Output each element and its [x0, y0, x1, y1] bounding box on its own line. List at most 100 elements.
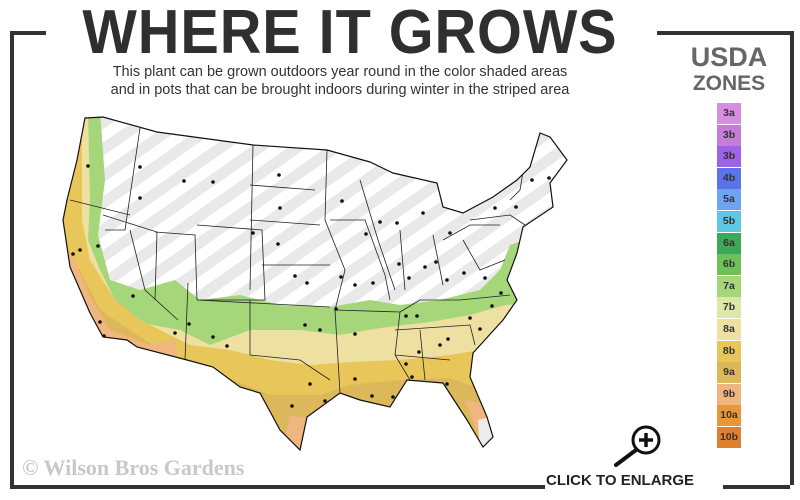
- city-dot: [276, 242, 280, 246]
- copyright-watermark: © Wilson Bros Gardens: [22, 455, 245, 480]
- city-dot: [339, 275, 343, 279]
- frame-border: [10, 31, 46, 35]
- city-dot: [445, 278, 449, 282]
- city-dot: [417, 350, 421, 354]
- us-outline: [62, 116, 568, 452]
- city-dot: [98, 320, 102, 324]
- legend-zone-9a: 9a: [717, 362, 741, 384]
- city-dot: [78, 248, 82, 252]
- legend-zone-5a: 5a: [717, 189, 741, 211]
- legend-zone-3b: 3b: [717, 146, 741, 168]
- city-dot: [407, 276, 411, 280]
- city-dot: [483, 276, 487, 280]
- city-dot: [182, 179, 186, 183]
- city-dot: [404, 314, 408, 318]
- city-dot: [462, 271, 466, 275]
- city-dot: [303, 323, 307, 327]
- city-dot: [371, 281, 375, 285]
- city-dot: [410, 375, 414, 379]
- city-dot: [514, 205, 518, 209]
- city-dot: [566, 183, 567, 187]
- city-dot: [421, 211, 425, 215]
- legend-zone-5b: 5b: [717, 210, 741, 232]
- city-dot: [530, 178, 534, 182]
- city-dot: [397, 262, 401, 266]
- city-dot: [391, 395, 395, 399]
- legend-zone-3a: 3a: [717, 103, 741, 124]
- city-dot: [499, 291, 503, 295]
- city-dot: [211, 180, 215, 184]
- city-dot: [211, 335, 215, 339]
- striped-area: [63, 117, 567, 450]
- legend-zone-9b: 9b: [717, 383, 741, 405]
- city-dot: [448, 231, 452, 235]
- city-dot: [71, 252, 75, 256]
- subtitle-line: and in pots that can be brought indoors …: [110, 82, 570, 98]
- frame-border: [657, 31, 790, 35]
- city-dot: [490, 304, 494, 308]
- legend-zone-6b: 6b: [717, 254, 741, 276]
- subtitle-line: This plant can be grown outdoors year ro…: [112, 64, 568, 80]
- city-dot: [438, 343, 442, 347]
- legend-zone-8b: 8b: [717, 340, 741, 362]
- city-dot: [434, 260, 438, 264]
- click-to-enlarge-button[interactable]: CLICK TO ENLARGE: [546, 472, 695, 489]
- city-dot: [463, 429, 467, 433]
- city-dot: [290, 404, 294, 408]
- legend-zone-6a: 6a: [717, 232, 741, 254]
- city-dot: [131, 294, 135, 298]
- city-dot: [225, 344, 229, 348]
- city-dot: [173, 331, 177, 335]
- zoom-in-icon[interactable]: [608, 423, 668, 473]
- city-dot: [138, 165, 142, 169]
- city-dot: [293, 274, 297, 278]
- legend-zone-8a: 8a: [717, 318, 741, 340]
- frame-border: [10, 485, 545, 489]
- city-dot: [415, 314, 419, 318]
- legend-title: USDA: [690, 42, 768, 72]
- city-dot: [353, 283, 357, 287]
- city-dot: [353, 332, 357, 336]
- city-dot: [187, 322, 191, 326]
- legend-zone-10b: 10b: [717, 426, 741, 448]
- city-dot: [305, 281, 309, 285]
- legend-zone-3b: 3b: [717, 124, 741, 146]
- city-dot: [446, 337, 450, 341]
- city-dot: [251, 231, 255, 235]
- city-dot: [478, 327, 482, 331]
- city-dot: [364, 232, 368, 236]
- city-dot: [278, 206, 282, 210]
- page-title: WHERE IT GROWS: [82, 0, 618, 67]
- city-dot: [370, 394, 374, 398]
- legend-zone-7b: 7b: [717, 297, 741, 319]
- city-dot: [323, 399, 327, 403]
- city-dot: [468, 316, 472, 320]
- city-dot: [395, 221, 399, 225]
- zone-legend: 3a 3b 3b 4b 5a 5b 6a 6b 7a 7b 8a 8b 9a 9b 10a 10b: [717, 103, 741, 449]
- city-dot: [277, 173, 281, 177]
- city-dot: [547, 176, 551, 180]
- legend-zone-7a: 7a: [717, 275, 741, 297]
- city-dot: [86, 164, 90, 168]
- legend-zone-10a: 10a: [717, 405, 741, 427]
- city-dot: [340, 199, 344, 203]
- state-borders: [69, 127, 526, 394]
- city-dot: [423, 265, 427, 269]
- city-dot: [318, 328, 322, 332]
- city-dot: [445, 382, 449, 386]
- map-regions: [63, 117, 567, 450]
- legend-subtitle: ZONES: [692, 72, 766, 95]
- frame-border: [10, 31, 794, 485]
- city-dot: [138, 196, 142, 200]
- city-dot: [353, 377, 357, 381]
- city-dot: [378, 220, 382, 224]
- city-dot: [334, 307, 338, 311]
- city-dot: [308, 382, 312, 386]
- city-dot: [96, 244, 100, 248]
- city-dot: [493, 206, 497, 210]
- city-dot: [404, 362, 408, 366]
- city-markers: [71, 164, 567, 433]
- frame-border: [723, 485, 790, 489]
